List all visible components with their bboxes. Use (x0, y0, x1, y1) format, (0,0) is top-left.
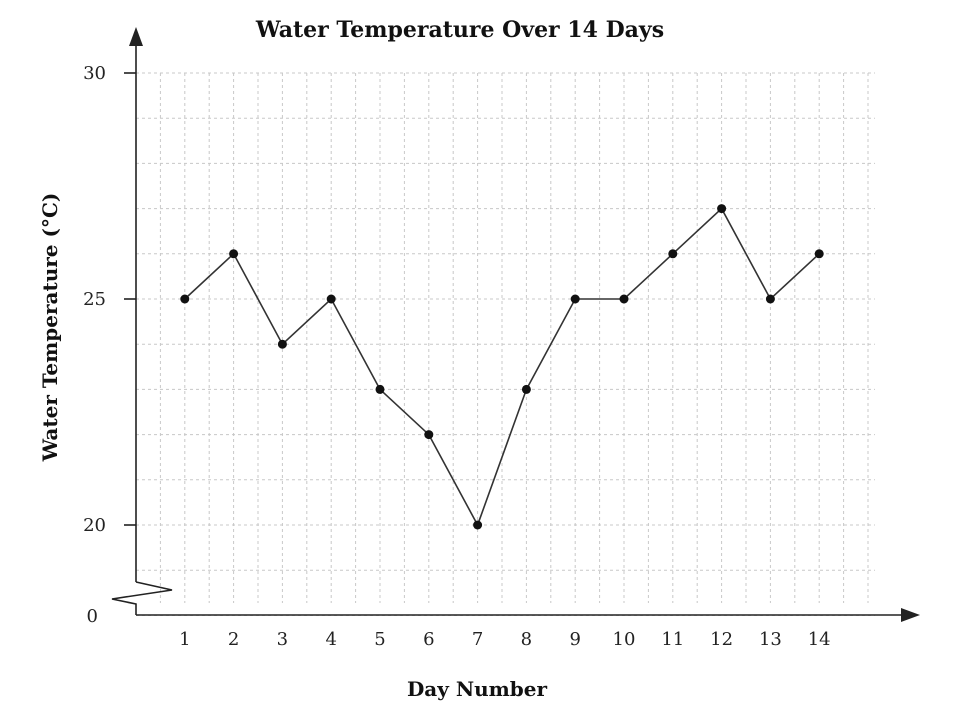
series-temperature (180, 204, 824, 530)
y-axis-break (111, 581, 173, 615)
x-tick-label: 2 (228, 629, 239, 650)
x-tick-label: 14 (808, 629, 831, 650)
x-axis-arrow (901, 608, 920, 622)
data-point (375, 384, 385, 394)
x-tick-label: 8 (521, 629, 532, 650)
x-tick-label: 5 (374, 629, 385, 650)
x-tick-label: 9 (569, 629, 580, 650)
axes (111, 27, 920, 622)
series-line (184, 207, 820, 527)
data-point (668, 249, 678, 259)
grid-lines (136, 72, 875, 616)
data-point (814, 249, 824, 259)
data-point (521, 384, 531, 394)
x-tick-label: 3 (277, 629, 288, 650)
y-tick-label: 30 (83, 63, 106, 84)
data-point (619, 294, 629, 304)
x-tick-label: 12 (710, 629, 733, 650)
x-axis-ticks: 1 2 3 4 5 6 7 8 9 10 11 12 13 14 (179, 629, 831, 650)
y-tick-label: 25 (83, 289, 106, 310)
data-point (277, 339, 287, 349)
x-tick-label: 6 (423, 629, 434, 650)
y-axis-ticks: 20 25 30 0 (83, 63, 136, 627)
x-axis-label: Day Number (407, 677, 548, 701)
data-point (229, 249, 239, 259)
x-tick-label: 7 (472, 629, 483, 650)
data-point (473, 520, 483, 530)
data-point (326, 294, 336, 304)
x-tick-label: 4 (325, 629, 336, 650)
x-tick-label: 10 (613, 629, 636, 650)
data-point (570, 294, 580, 304)
y-tick-label: 20 (83, 515, 106, 536)
x-tick-label: 1 (179, 629, 190, 650)
x-tick-label: 11 (661, 629, 684, 650)
chart-title: Water Temperature Over 14 Days (255, 17, 664, 43)
data-point (717, 204, 727, 214)
y-axis-arrow (129, 27, 143, 46)
y-axis-label: Water Temperature (°C) (38, 193, 62, 463)
y-tick-label-origin: 0 (87, 606, 98, 627)
data-point (765, 294, 775, 304)
x-tick-label: 13 (759, 629, 782, 650)
data-point (180, 294, 190, 304)
data-point (424, 430, 434, 440)
